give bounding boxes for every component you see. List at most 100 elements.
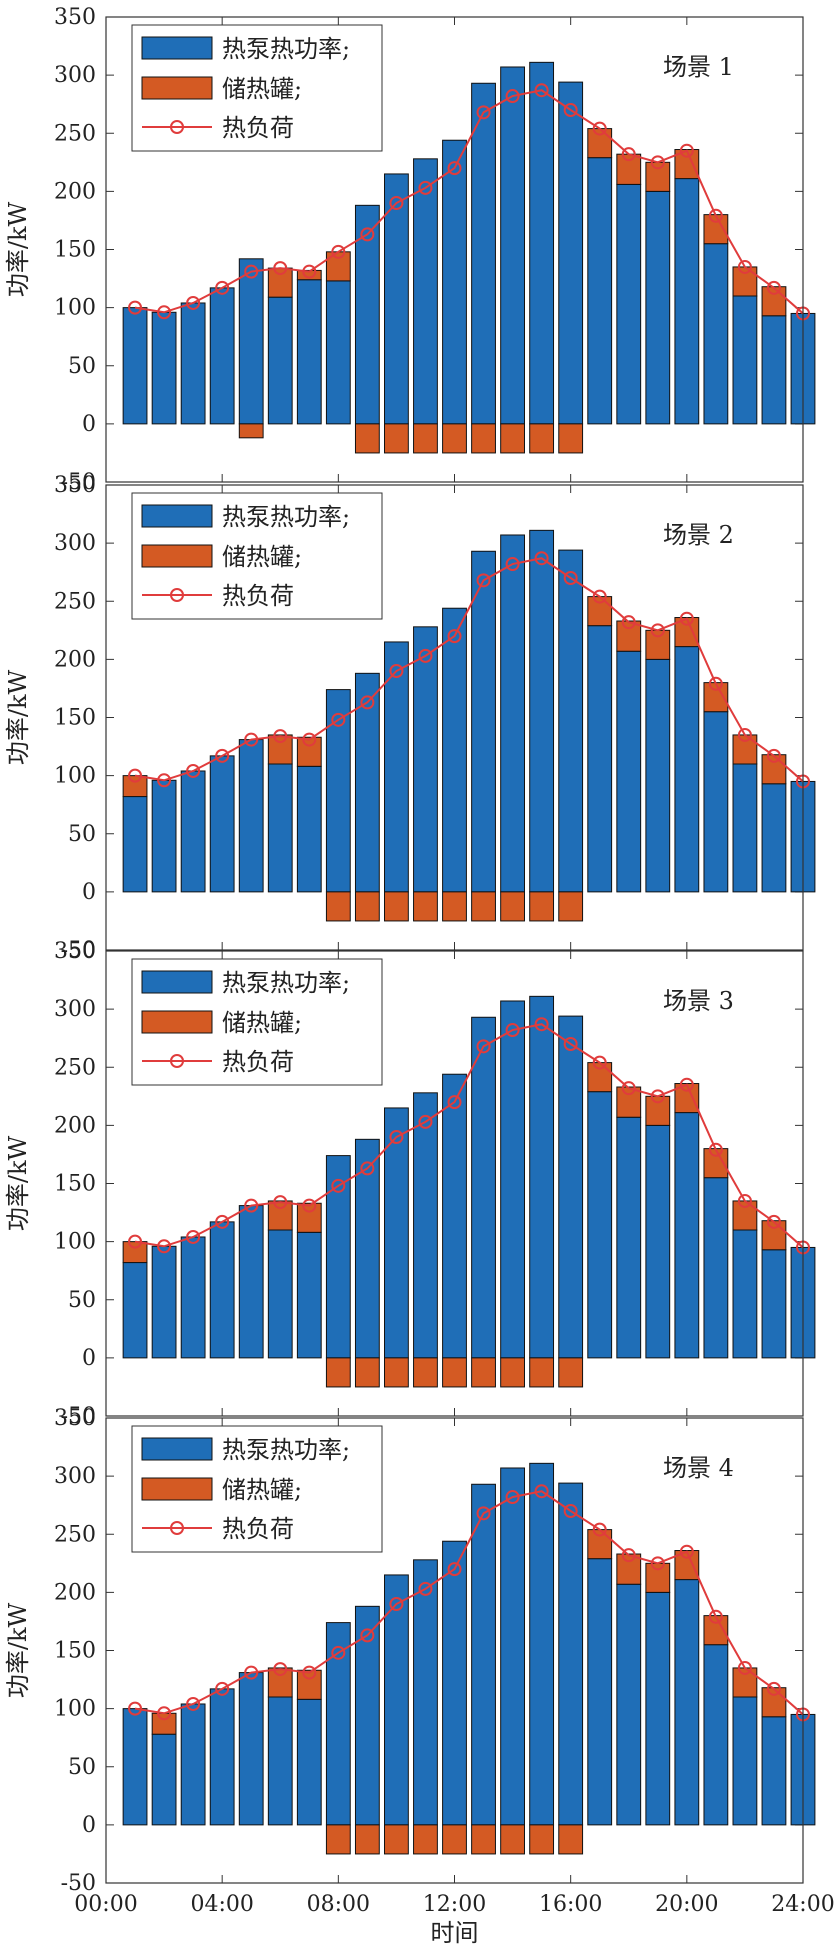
heat-pump-bar (209, 755, 235, 893)
heat-pump-bar (209, 1688, 235, 1826)
heat-pump-bar (732, 763, 758, 893)
heat-pump-bar (761, 315, 787, 425)
y-tick-label: 350 (54, 1406, 96, 1431)
storage-bar (267, 1667, 293, 1698)
heat-load-point (331, 244, 346, 259)
heat-pump-bar (413, 626, 438, 893)
heat-pump-bar (587, 1558, 613, 1826)
legend-load-marker (170, 588, 184, 602)
heat-load-point (418, 648, 433, 663)
storage-bar (354, 1357, 380, 1388)
heat-pump-bar (732, 1696, 758, 1826)
heat-pump-bar (267, 296, 293, 425)
heat-pump-bar (558, 549, 584, 893)
storage-bar (558, 1824, 584, 1855)
heat-pump-bar (587, 625, 613, 893)
heat-load-point (766, 280, 781, 295)
storage-bar (529, 891, 555, 922)
storage-bar (500, 891, 525, 922)
x-tick-label: 04:00 (190, 1892, 253, 1917)
y-tick-label: -50 (61, 938, 96, 963)
heat-pump-bar (703, 1177, 729, 1359)
x-tick-label: 00:00 (74, 1892, 137, 1917)
chart-panel-2: -50050100150200250300350功率/kW热泵热功率;储热罐;热… (4, 473, 816, 963)
storage-bar (296, 1202, 322, 1233)
legend-load-label: 热负荷 (222, 114, 294, 142)
heat-load-point (563, 1037, 578, 1051)
storage-bar (761, 1687, 787, 1718)
heat-load-point (186, 1229, 201, 1244)
storage-bar (616, 153, 642, 185)
heat-load-point (621, 1081, 636, 1096)
heat-load-point (360, 695, 375, 710)
heat-load-point (447, 1095, 462, 1110)
storage-bar (529, 1824, 555, 1855)
storage-bar (500, 1824, 525, 1855)
storage-bar (645, 629, 671, 660)
legend-storage-swatch (141, 1010, 213, 1034)
legend-load-label: 热负荷 (222, 582, 294, 610)
storage-bar (325, 251, 351, 282)
y-tick-label: 250 (54, 121, 96, 146)
legend: 热泵热功率; 储热罐; 热负荷 (131, 492, 383, 620)
heat-load-point (534, 1017, 549, 1032)
legend-storage-swatch (141, 1477, 213, 1501)
heat-load-point (476, 1039, 491, 1054)
heat-pump-bar (122, 1262, 148, 1359)
heat-load-point (447, 1562, 462, 1577)
heat-pump-bar (296, 1231, 322, 1359)
storage-bar (325, 891, 351, 922)
y-tick-label: 150 (54, 1639, 96, 1664)
y-tick-label: 200 (54, 1113, 96, 1138)
heat-pump-bar (529, 61, 555, 425)
heat-pump-bar (413, 1092, 438, 1359)
storage-bar (674, 617, 700, 648)
storage-bar (267, 267, 293, 298)
heat-load-point (679, 1544, 694, 1559)
legend-heat-pump-swatch (141, 36, 213, 60)
storage-bar (442, 891, 467, 922)
heat-pump-bar (529, 529, 555, 893)
heat-pump-bar (587, 157, 613, 425)
legend-storage-swatch (141, 76, 213, 100)
heat-load-point (650, 623, 665, 638)
heat-load-point (331, 712, 346, 727)
heat-load-point (360, 1161, 375, 1176)
scenario-label: 场景 2 (663, 521, 734, 549)
heat-load-point (679, 143, 694, 158)
legend-heat-pump-swatch (141, 1437, 213, 1461)
storage-bar (732, 734, 758, 765)
y-tick-label: 300 (54, 63, 96, 88)
heat-load-point (592, 121, 607, 136)
storage-bar (471, 1824, 496, 1855)
heat-pump-bar (674, 1579, 700, 1826)
storage-bar (761, 754, 787, 785)
heat-load-point (244, 1198, 259, 1213)
legend: 热泵热功率; 储热罐; 热负荷 (131, 24, 383, 152)
legend-load-label: 热负荷 (222, 1048, 294, 1076)
legend-storage-label: 储热罐; (222, 1009, 302, 1037)
heat-load-point (766, 1214, 781, 1229)
heat-pump-bar (529, 1462, 555, 1826)
y-tick-label: 100 (54, 764, 96, 789)
heat-load-point (389, 664, 404, 678)
heat-pump-bar (325, 280, 351, 425)
heat-pump-bar (151, 1733, 177, 1826)
heat-load-point (186, 763, 201, 778)
heat-pump-bar (529, 995, 555, 1359)
heat-load-point (273, 261, 288, 276)
heat-load-point (737, 1660, 752, 1675)
storage-bar (761, 286, 787, 317)
storage-bar (471, 423, 496, 454)
heat-load-point (534, 1484, 549, 1499)
heat-load-point (621, 1548, 636, 1563)
y-tick-label: 100 (54, 296, 96, 321)
heat-load-point (273, 729, 288, 744)
heat-pump-bar (616, 650, 642, 893)
heat-pump-bar (471, 550, 496, 893)
storage-bar (354, 891, 380, 922)
heat-load-point (679, 1077, 694, 1092)
heat-load-point (737, 727, 752, 742)
storage-bar (413, 891, 438, 922)
y-tick-label: 200 (54, 647, 96, 672)
